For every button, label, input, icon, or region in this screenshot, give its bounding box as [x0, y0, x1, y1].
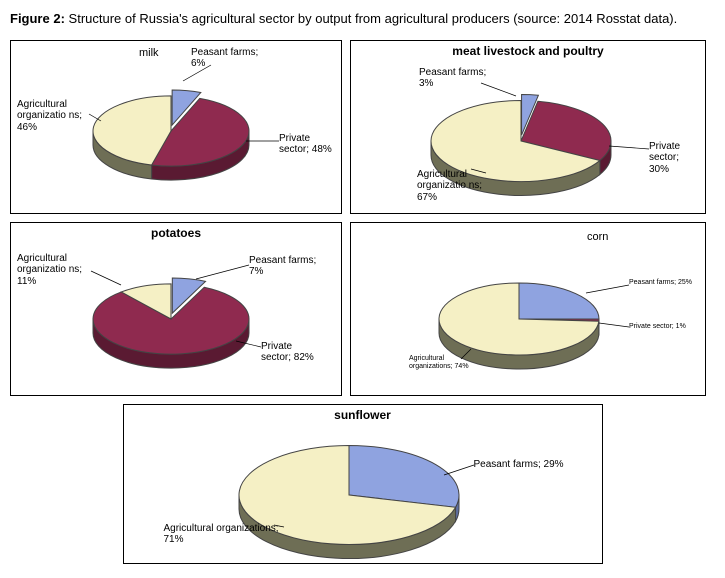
- pie-chart: [351, 223, 707, 397]
- slice-label: Private sector; 48%: [279, 133, 334, 156]
- chart-panel-milk: milkPeasant farms; 6%Private sector; 48%…: [10, 40, 342, 214]
- slice-label: Peasant farms; 25%: [629, 279, 699, 287]
- pie-slice-peasant: [519, 283, 599, 319]
- slice-label: Agricultural organizations; 71%: [164, 523, 294, 546]
- pie-chart: [351, 41, 707, 215]
- figure-text: Structure of Russia's agricultural secto…: [69, 11, 678, 26]
- chart-panel-sunflower: sunflowerPeasant farms; 29%Agricultural …: [123, 404, 603, 564]
- slice-label: Private sector; 30%: [649, 141, 699, 176]
- chart-panel-potatoes: potatoesPeasant farms; 7%Private sector;…: [10, 222, 342, 396]
- figure-caption: Figure 2: Structure of Russia's agricult…: [10, 10, 715, 28]
- slice-label: Agricultural organizations; 74%: [409, 355, 484, 371]
- slice-label: Agricultural organizatio ns; 67%: [417, 169, 497, 204]
- slice-label: Private sector; 82%: [261, 341, 316, 364]
- slice-label: Peasant farms; 3%: [419, 67, 489, 90]
- chart-panel-corn: cornPeasant farms; 25%Private sector; 1%…: [350, 222, 706, 396]
- slice-label: Peasant farms; 29%: [474, 459, 574, 471]
- slice-label: Peasant farms; 6%: [191, 47, 261, 70]
- slice-label: Agricultural organizatio ns; 11%: [17, 253, 92, 288]
- slice-label: Agricultural organizatio ns; 46%: [17, 99, 92, 134]
- pie-chart: [11, 223, 343, 397]
- chart-panel-meat: meat livestock and poultryPeasant farms;…: [350, 40, 706, 214]
- slice-label: Peasant farms; 7%: [249, 255, 319, 278]
- figure-label: Figure 2:: [10, 11, 65, 26]
- slice-label: Private sector; 1%: [629, 323, 704, 331]
